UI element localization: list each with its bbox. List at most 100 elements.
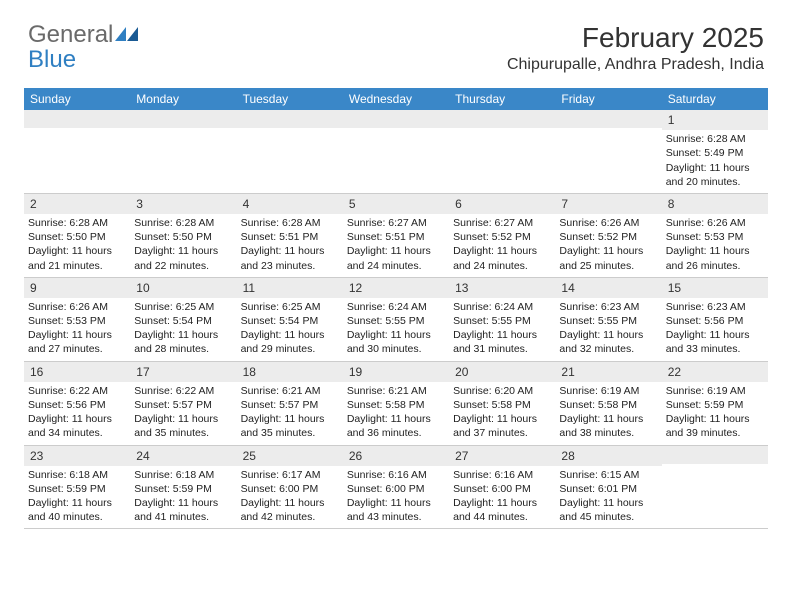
day-info: Sunrise: 6:22 AMSunset: 5:57 PMDaylight:…	[134, 384, 232, 441]
daylight-text: Daylight: 11 hours and 39 minutes.	[666, 412, 764, 440]
sunset-text: Sunset: 5:54 PM	[134, 314, 232, 328]
day-number: 20	[449, 362, 555, 382]
week-row: 1Sunrise: 6:28 AMSunset: 5:49 PMDaylight…	[24, 110, 768, 194]
sunset-text: Sunset: 5:55 PM	[347, 314, 445, 328]
sunrise-text: Sunrise: 6:26 AM	[559, 216, 657, 230]
daylight-text: Daylight: 11 hours and 37 minutes.	[453, 412, 551, 440]
day-info: Sunrise: 6:25 AMSunset: 5:54 PMDaylight:…	[134, 300, 232, 357]
day-info: Sunrise: 6:22 AMSunset: 5:56 PMDaylight:…	[28, 384, 126, 441]
daylight-text: Daylight: 11 hours and 29 minutes.	[241, 328, 339, 356]
day-cell: 4 Sunrise: 6:28 AMSunset: 5:51 PMDaylight…	[237, 194, 343, 277]
day-cell	[449, 110, 555, 193]
day-number	[449, 110, 555, 128]
weekday-header-row: Sunday Monday Tuesday Wednesday Thursday…	[24, 88, 768, 110]
day-number: 2	[24, 194, 130, 214]
sunrise-text: Sunrise: 6:21 AM	[347, 384, 445, 398]
daylight-text: Daylight: 11 hours and 26 minutes.	[666, 244, 764, 272]
calendar: Sunday Monday Tuesday Wednesday Thursday…	[24, 88, 768, 529]
sunrise-text: Sunrise: 6:19 AM	[559, 384, 657, 398]
day-cell: 15Sunrise: 6:23 AMSunset: 5:56 PMDayligh…	[662, 278, 768, 361]
sunset-text: Sunset: 5:58 PM	[347, 398, 445, 412]
day-info: Sunrise: 6:26 AMSunset: 5:52 PMDaylight:…	[559, 216, 657, 273]
sunset-text: Sunset: 5:56 PM	[28, 398, 126, 412]
day-info: Sunrise: 6:16 AMSunset: 6:00 PMDaylight:…	[347, 468, 445, 525]
sunset-text: Sunset: 5:55 PM	[453, 314, 551, 328]
daylight-text: Daylight: 11 hours and 22 minutes.	[134, 244, 232, 272]
day-cell: 13Sunrise: 6:24 AMSunset: 5:55 PMDayligh…	[449, 278, 555, 361]
sunrise-text: Sunrise: 6:28 AM	[241, 216, 339, 230]
sunset-text: Sunset: 5:53 PM	[28, 314, 126, 328]
day-info: Sunrise: 6:23 AMSunset: 5:56 PMDaylight:…	[666, 300, 764, 357]
weekday-header: Friday	[555, 88, 661, 110]
sunrise-text: Sunrise: 6:18 AM	[134, 468, 232, 482]
logo-text-general: General	[28, 21, 113, 48]
sunset-text: Sunset: 5:54 PM	[241, 314, 339, 328]
day-cell: 21Sunrise: 6:19 AMSunset: 5:58 PMDayligh…	[555, 362, 661, 445]
daylight-text: Daylight: 11 hours and 24 minutes.	[347, 244, 445, 272]
sunrise-text: Sunrise: 6:22 AM	[134, 384, 232, 398]
day-number	[24, 110, 130, 128]
sunrise-text: Sunrise: 6:24 AM	[347, 300, 445, 314]
day-number: 12	[343, 278, 449, 298]
sunrise-text: Sunrise: 6:28 AM	[134, 216, 232, 230]
sunrise-text: Sunrise: 6:21 AM	[241, 384, 339, 398]
weekday-header: Thursday	[449, 88, 555, 110]
day-number: 24	[130, 446, 236, 466]
day-info: Sunrise: 6:27 AMSunset: 5:52 PMDaylight:…	[453, 216, 551, 273]
sunset-text: Sunset: 5:57 PM	[241, 398, 339, 412]
daylight-text: Daylight: 11 hours and 44 minutes.	[453, 496, 551, 524]
sunset-text: Sunset: 5:51 PM	[241, 230, 339, 244]
day-number: 4	[237, 194, 343, 214]
day-info: Sunrise: 6:17 AMSunset: 6:00 PMDaylight:…	[241, 468, 339, 525]
daylight-text: Daylight: 11 hours and 35 minutes.	[241, 412, 339, 440]
day-cell: 28Sunrise: 6:15 AMSunset: 6:01 PMDayligh…	[555, 446, 661, 529]
sunset-text: Sunset: 5:59 PM	[28, 482, 126, 496]
daylight-text: Daylight: 11 hours and 21 minutes.	[28, 244, 126, 272]
day-cell	[130, 110, 236, 193]
sunrise-text: Sunrise: 6:25 AM	[241, 300, 339, 314]
sunset-text: Sunset: 5:52 PM	[559, 230, 657, 244]
day-number: 16	[24, 362, 130, 382]
weekday-header: Sunday	[24, 88, 130, 110]
day-number: 7	[555, 194, 661, 214]
day-number: 8	[662, 194, 768, 214]
week-row: 2Sunrise: 6:28 AMSunset: 5:50 PMDaylight…	[24, 194, 768, 278]
sunset-text: Sunset: 6:01 PM	[559, 482, 657, 496]
day-info: Sunrise: 6:28 AMSunset: 5:49 PMDaylight:…	[666, 132, 764, 189]
day-cell: 18 Sunrise: 6:21 AMSunset: 5:57 PMDayligh…	[237, 362, 343, 445]
sunrise-text: Sunrise: 6:16 AM	[453, 468, 551, 482]
daylight-text: Daylight: 11 hours and 23 minutes.	[241, 244, 339, 272]
day-number: 27	[449, 446, 555, 466]
day-info: Sunrise: 6:16 AMSunset: 6:00 PMDaylight:…	[453, 468, 551, 525]
sunrise-text: Sunrise: 6:15 AM	[559, 468, 657, 482]
day-number: 15	[662, 278, 768, 298]
weekday-header: Wednesday	[343, 88, 449, 110]
sunrise-text: Sunrise: 6:20 AM	[453, 384, 551, 398]
day-number: 14	[555, 278, 661, 298]
day-cell: 27Sunrise: 6:16 AMSunset: 6:00 PMDayligh…	[449, 446, 555, 529]
sunrise-text: Sunrise: 6:27 AM	[347, 216, 445, 230]
day-number: 19	[343, 362, 449, 382]
day-info: Sunrise: 6:23 AMSunset: 5:55 PMDaylight:…	[559, 300, 657, 357]
sunrise-text: Sunrise: 6:22 AM	[28, 384, 126, 398]
daylight-text: Daylight: 11 hours and 33 minutes.	[666, 328, 764, 356]
day-cell: 5Sunrise: 6:27 AMSunset: 5:51 PMDaylight…	[343, 194, 449, 277]
day-number: 3	[130, 194, 236, 214]
day-info: Sunrise: 6:28 AMSunset: 5:50 PMDaylight:…	[134, 216, 232, 273]
day-number	[662, 446, 768, 464]
sunrise-text: Sunrise: 6:26 AM	[666, 216, 764, 230]
daylight-text: Daylight: 11 hours and 24 minutes.	[453, 244, 551, 272]
title-block: February 2025 Chipurupalle, Andhra Prade…	[507, 22, 764, 74]
sunset-text: Sunset: 5:55 PM	[559, 314, 657, 328]
day-info: Sunrise: 6:24 AMSunset: 5:55 PMDaylight:…	[453, 300, 551, 357]
sunset-text: Sunset: 5:56 PM	[666, 314, 764, 328]
day-cell: 26Sunrise: 6:16 AMSunset: 6:00 PMDayligh…	[343, 446, 449, 529]
weeks-container: 1Sunrise: 6:28 AMSunset: 5:49 PMDaylight…	[24, 110, 768, 529]
day-cell: 2Sunrise: 6:28 AMSunset: 5:50 PMDaylight…	[24, 194, 130, 277]
day-cell: 11Sunrise: 6:25 AMSunset: 5:54 PMDayligh…	[237, 278, 343, 361]
logo-triangle-icon	[115, 22, 139, 47]
daylight-text: Daylight: 11 hours and 41 minutes.	[134, 496, 232, 524]
day-info: Sunrise: 6:20 AMSunset: 5:58 PMDaylight:…	[453, 384, 551, 441]
day-info: Sunrise: 6:26 AMSunset: 5:53 PMDaylight:…	[666, 216, 764, 273]
day-number: 18	[237, 362, 343, 382]
